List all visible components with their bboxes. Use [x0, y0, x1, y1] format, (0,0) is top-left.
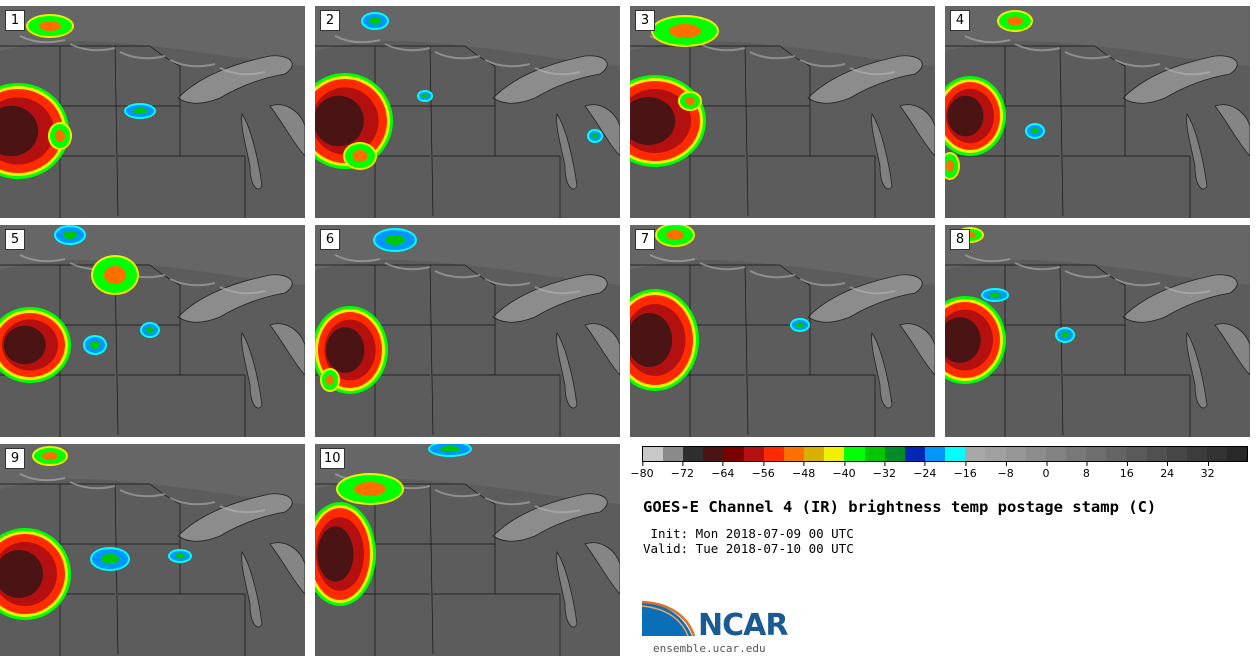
- member-label: 9: [5, 448, 25, 469]
- satellite-map: [315, 225, 620, 437]
- colorbar-tick-label: −16: [954, 462, 977, 480]
- satellite-map: [0, 6, 305, 218]
- colorbar-swatch: [864, 447, 885, 461]
- colorbar-swatch: [1106, 447, 1127, 461]
- colorbar-tick-label: 0: [1043, 462, 1050, 480]
- colorbar-tick-label: −40: [832, 462, 856, 480]
- colorbar-swatch: [1065, 447, 1087, 461]
- colorbar-swatch: [804, 447, 825, 461]
- colorbar-swatch: [783, 447, 805, 461]
- colorbar-swatch: [1146, 447, 1167, 461]
- colorbar-tick-label: −64: [711, 462, 734, 480]
- satellite-map: [0, 444, 305, 656]
- satellite-map: [630, 6, 935, 218]
- member-panel-1: 1: [0, 6, 305, 218]
- valid-time: Valid: Tue 2018-07-10 00 UTC: [643, 541, 854, 556]
- colorbar-tick-label: −72: [671, 462, 694, 480]
- colorbar-tick-label: −56: [752, 462, 775, 480]
- satellite-map: [0, 225, 305, 437]
- colorbar-tick-label: 8: [1083, 462, 1090, 480]
- colorbar-swatch: [884, 447, 905, 461]
- colorbar-swatch: [924, 447, 946, 461]
- member-panel-8: 8: [945, 225, 1250, 437]
- member-label: 3: [635, 10, 655, 31]
- colorbar-swatch: [763, 447, 784, 461]
- ncar-logo-text: NCAR: [698, 608, 788, 643]
- colorbar-swatch: [1186, 447, 1207, 461]
- member-panel-9: 9: [0, 444, 305, 656]
- member-label: 6: [320, 229, 340, 250]
- member-label: 8: [950, 229, 970, 250]
- site-url: ensemble.ucar.edu: [653, 642, 766, 655]
- colorbar-swatch: [723, 447, 744, 461]
- colorbar-swatch: [1206, 447, 1228, 461]
- colorbar: [642, 446, 1248, 462]
- colorbar-swatch: [1126, 447, 1147, 461]
- colorbar-swatch: [844, 447, 865, 461]
- colorbar-swatch: [703, 447, 724, 461]
- satellite-map: [315, 6, 620, 218]
- colorbar-tick-label: 16: [1120, 462, 1134, 480]
- member-panel-10: 10: [315, 444, 620, 656]
- init-time: Init: Mon 2018-07-09 00 UTC: [643, 526, 854, 541]
- ncar-logo-icon: [642, 600, 696, 637]
- member-label: 7: [635, 229, 655, 250]
- member-label: 4: [950, 10, 970, 31]
- colorbar-swatch: [904, 447, 925, 461]
- satellite-map: [945, 6, 1250, 218]
- colorbar-swatch: [1086, 447, 1107, 461]
- satellite-map: [630, 225, 935, 437]
- member-panel-5: 5: [0, 225, 305, 437]
- colorbar-swatch: [1166, 447, 1187, 461]
- colorbar-tick-label: −80: [630, 462, 654, 480]
- colorbar-swatch: [1227, 447, 1248, 461]
- member-label: 5: [5, 229, 25, 250]
- colorbar-swatch: [945, 447, 966, 461]
- member-label: 1: [5, 10, 25, 31]
- member-panel-6: 6: [315, 225, 620, 437]
- member-panel-2: 2: [315, 6, 620, 218]
- colorbar-tick-label: 24: [1160, 462, 1174, 480]
- colorbar-swatch: [1005, 447, 1026, 461]
- figure-title: GOES-E Channel 4 (IR) brightness temp po…: [643, 498, 1157, 516]
- colorbar-swatch: [683, 447, 704, 461]
- colorbar-swatch: [985, 447, 1006, 461]
- colorbar-tick-label: 32: [1201, 462, 1215, 480]
- colorbar-ticks: −80 −72 −64 −56 −48 −40 −32 −24 −16 −8 0 8 16 24 32: [630, 462, 1248, 482]
- colorbar-tick-label: −8: [997, 462, 1014, 480]
- member-panel-3: 3: [630, 6, 935, 218]
- colorbar-tick-label: −24: [913, 462, 936, 480]
- colorbar-swatch: [643, 447, 664, 461]
- member-label: 2: [320, 10, 340, 31]
- satellite-map: [945, 225, 1250, 437]
- member-panel-4: 4: [945, 6, 1250, 218]
- colorbar-swatch: [965, 447, 986, 461]
- member-panel-7: 7: [630, 225, 935, 437]
- member-label: 10: [320, 448, 345, 469]
- colorbar-tick-label: −32: [873, 462, 896, 480]
- colorbar-swatch: [1025, 447, 1046, 461]
- colorbar-swatch: [663, 447, 684, 461]
- colorbar-swatch: [1045, 447, 1066, 461]
- colorbar-tick-label: −48: [792, 462, 815, 480]
- satellite-map: [315, 444, 620, 656]
- colorbar-swatch: [824, 447, 845, 461]
- colorbar-swatch: [743, 447, 764, 461]
